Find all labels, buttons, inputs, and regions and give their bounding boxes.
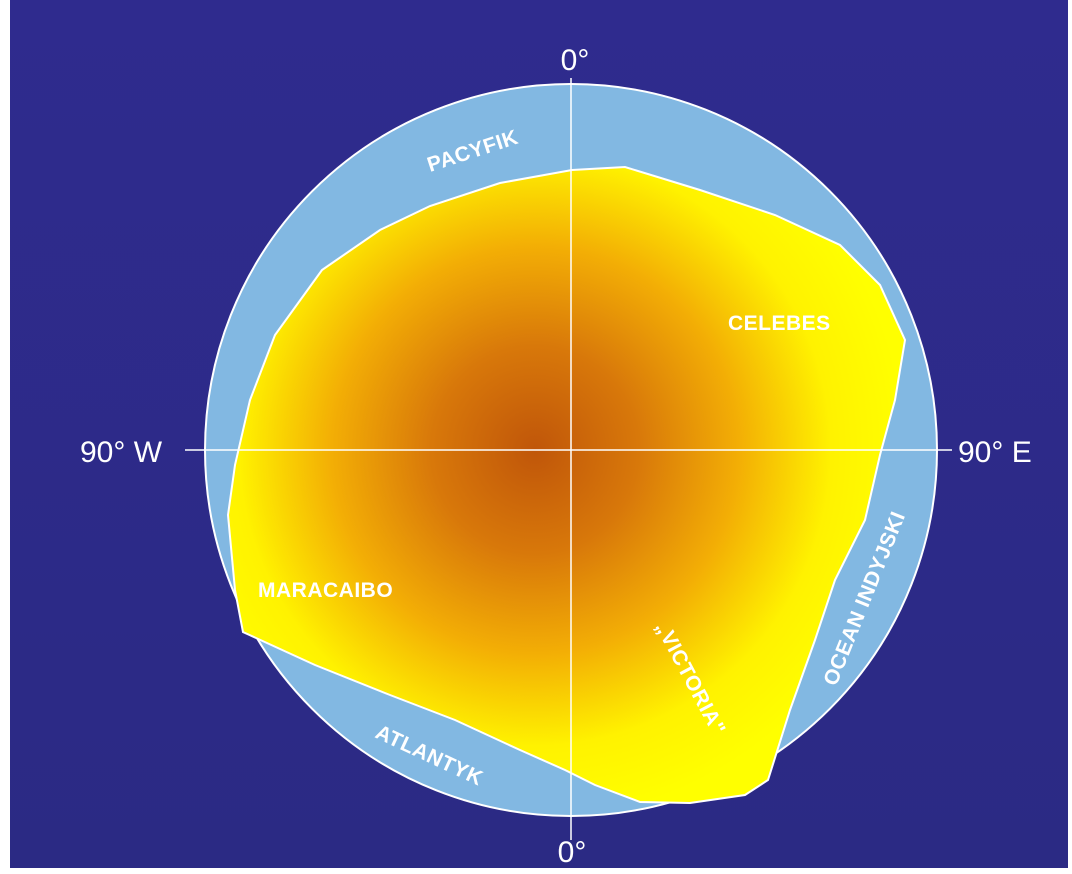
axis-label-right: 90° E bbox=[958, 436, 1032, 469]
axis-label-top: 0° bbox=[561, 44, 590, 77]
axis-label-bottom: 0° bbox=[558, 836, 587, 869]
axis-label-left: 90° W bbox=[80, 436, 163, 469]
place-label-maracaibo: MARACAIBO bbox=[258, 579, 393, 602]
place-label-celebes: CELEBES bbox=[728, 312, 831, 335]
land-mass bbox=[226, 165, 907, 805]
